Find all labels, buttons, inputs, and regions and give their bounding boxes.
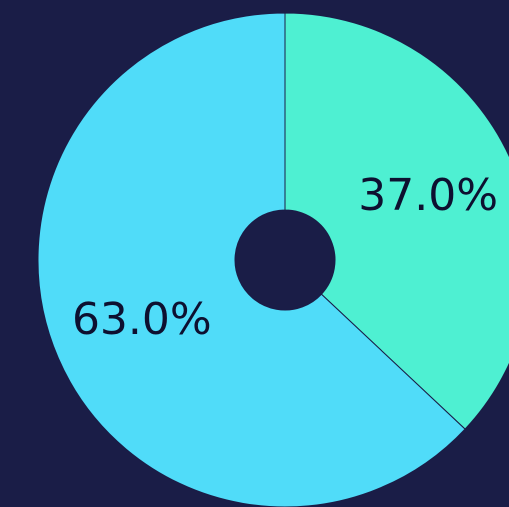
value-label: 63.0% xyxy=(72,294,212,345)
slice xyxy=(37,12,466,507)
slice xyxy=(284,12,509,430)
value-label: 37.0% xyxy=(358,170,498,221)
